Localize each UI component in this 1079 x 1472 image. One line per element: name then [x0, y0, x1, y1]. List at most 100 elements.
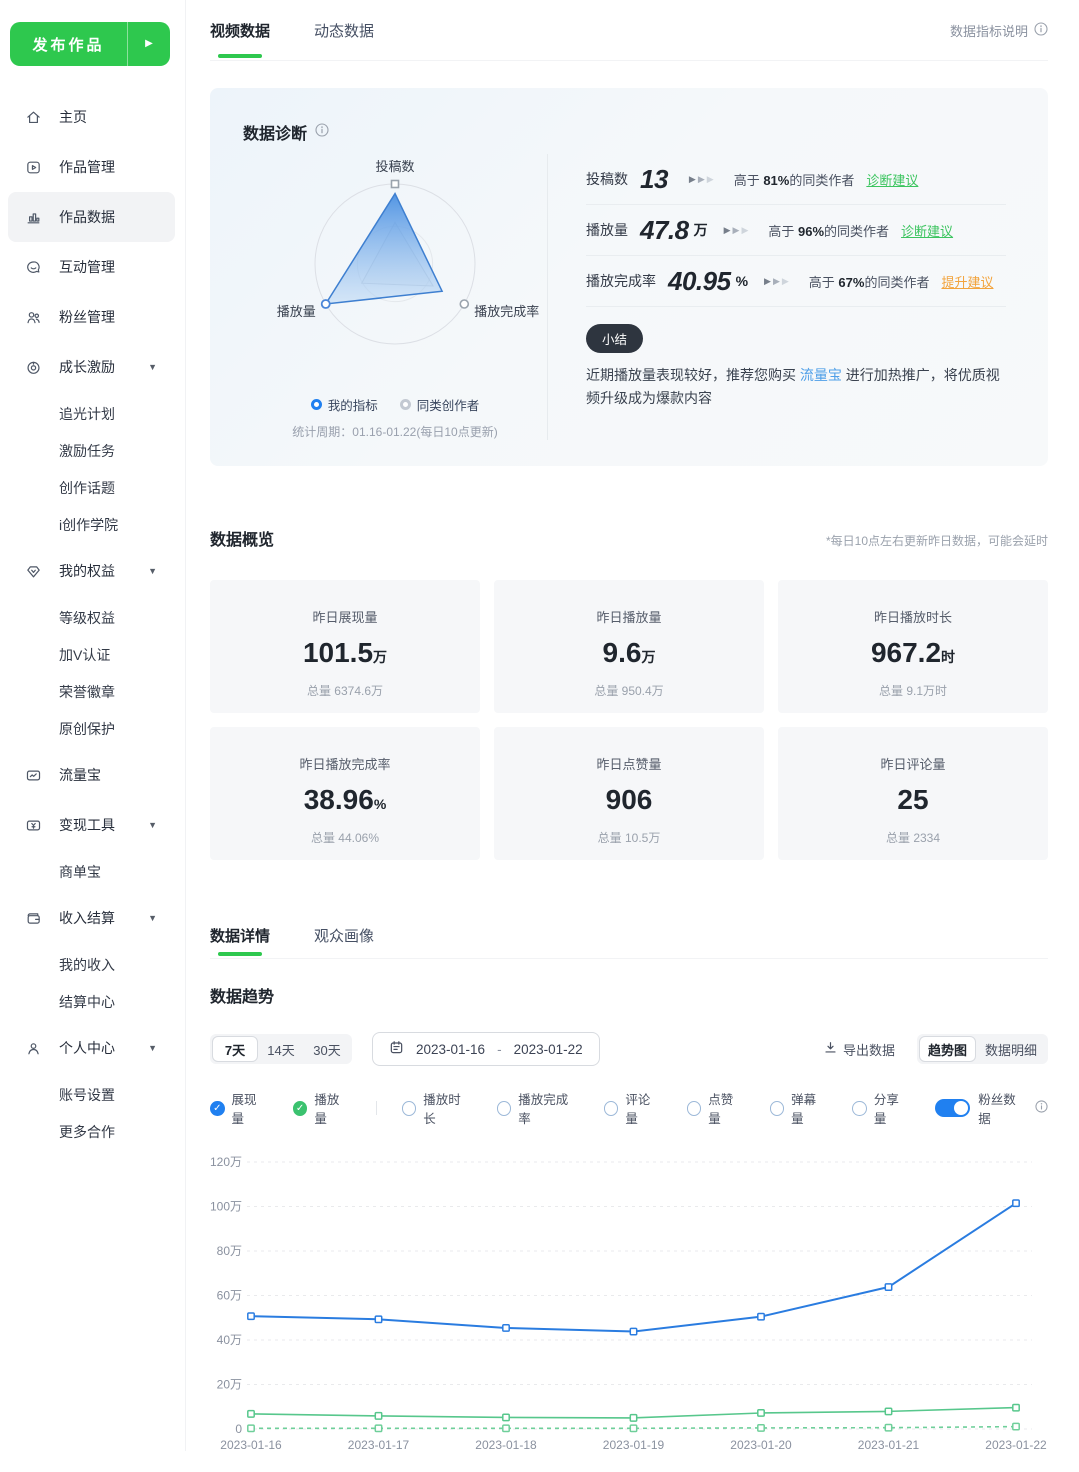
sidebar-item-creation-topic[interactable]: 创作话题 [0, 469, 185, 506]
range-30d-button[interactable]: 30天 [304, 1036, 350, 1062]
fans-data-toggle[interactable] [935, 1099, 971, 1117]
radar-legend: 我的指标 同类创作者 [243, 395, 547, 414]
checked-circle-icon[interactable]: ✓ [210, 1100, 225, 1116]
tab-dynamic-data[interactable]: 动态数据 [314, 0, 374, 60]
sidebar-item-home[interactable]: 主页 [0, 92, 185, 142]
trend-line-chart[interactable]: 0 20万 40万 60万 80万 100万 120万 2023-01-16 2023-01-1… [210, 1147, 1048, 1467]
info-icon[interactable] [315, 122, 329, 142]
range-7d-button[interactable]: 7天 [212, 1036, 258, 1062]
metric-advice-link[interactable]: 诊断建议 [901, 223, 954, 239]
metric-filter-7[interactable]: 弹幕量 [769, 1089, 828, 1127]
legend-my-metrics[interactable]: 我的指标 [310, 395, 378, 414]
publish-button[interactable]: 发布作品 ▶ [10, 22, 170, 66]
stat-card[interactable]: 昨日展现量 101.5万 总量 6374.6万 [210, 580, 480, 713]
sidebar-item-interact-manage[interactable]: 互动管理 [0, 242, 185, 292]
metric-compare-text: 高于 81%的同类作者 [733, 172, 855, 188]
stat-card[interactable]: 昨日点赞量 906 总量 10.5万 [494, 727, 764, 860]
tab-audience-profile[interactable]: 观众画像 [314, 912, 374, 958]
svg-text:投稿数: 投稿数 [375, 160, 414, 174]
metric-advice-link[interactable]: 提升建议 [941, 274, 994, 290]
sidebar-item-creation-academy[interactable]: i创作学院 [0, 506, 185, 543]
metric-filter-5[interactable]: 评论量 [603, 1089, 662, 1127]
metric-filter-4[interactable]: 播放完成率 [496, 1089, 579, 1127]
chevron-down-icon: ▼ [148, 820, 157, 830]
export-data-button[interactable]: 导出数据 [824, 1040, 895, 1059]
stat-card[interactable]: 昨日评论量 25 总量 2334 [778, 727, 1048, 860]
unchecked-circle-icon[interactable] [603, 1100, 619, 1116]
summary-text-post: 进行加热推广，将优质视频升级成为爆款内容 [586, 367, 1000, 407]
stat-card[interactable]: 昨日播放时长 967.2时 总量 9.1万时 [778, 580, 1048, 713]
info-icon[interactable] [1035, 1100, 1048, 1116]
range-14d-button[interactable]: 14天 [258, 1036, 304, 1062]
unchecked-circle-icon[interactable] [852, 1100, 867, 1116]
sidebar-item-works-data[interactable]: 作品数据 [8, 192, 175, 242]
data-diagnosis-card: 数据诊断 投稿数 播放量 播放完成率 我的指标 同类创作者 统计周期：01.16-0… [210, 88, 1048, 466]
unchecked-circle-icon[interactable] [686, 1100, 702, 1116]
view-trend-chart-button[interactable]: 趋势图 [918, 1036, 976, 1062]
metric-help-label: 数据指标说明 [949, 23, 1028, 39]
metric-filter-8[interactable]: 分享量 [852, 1089, 910, 1127]
sidebar-item-my-rights[interactable]: 我的权益 ▼ [0, 546, 185, 596]
metric-filter-label: 点赞量 [708, 1093, 734, 1126]
sidebar: 发布作品 ▶ 主页 作品管理 作品数据 互动管理粉丝管理成长激励 ▼ 追光计划激励任务 创作… [0, 0, 186, 1451]
metric-filter-1[interactable]: ✓ 展现量 [210, 1089, 268, 1127]
tab-video-data[interactable]: 视频数据 [210, 0, 270, 60]
sidebar-item-personal-center[interactable]: 个人中心 ▼ [0, 1023, 185, 1073]
traffic-bao-link[interactable]: 流量宝 [799, 367, 842, 383]
unchecked-circle-icon[interactable] [401, 1100, 417, 1116]
legend-similar-creators-label: 同类创作者 [416, 399, 480, 413]
sidebar-item-honor-badge[interactable]: 荣誉徽章 [0, 673, 185, 710]
stat-card-value: 967.2时 [870, 637, 956, 668]
diagnosis-title: 数据诊断 [243, 120, 1048, 144]
sidebar-item-label: 我的权益 [59, 563, 115, 579]
metric-filter-2[interactable]: ✓ 播放量 [292, 1089, 351, 1127]
metric-filter-3[interactable]: 播放时长 [401, 1089, 472, 1127]
publish-dropdown-icon[interactable]: ▶ [145, 38, 153, 49]
sidebar-item-my-income[interactable]: 我的收入 [0, 946, 185, 983]
sidebar-item-fans-manage[interactable]: 粉丝管理 [0, 292, 185, 342]
trend-chart-panel: 0 20万 40万 60万 80万 100万 120万 2023-01-16 2023-01-1… [210, 1147, 1048, 1472]
sidebar-item-label: 追光计划 [59, 405, 115, 422]
metric-compare-text: 高于 96%的同类作者 [768, 223, 890, 239]
date-range-picker[interactable]: 2023-01-16 - 2023-01-22 [372, 1032, 600, 1066]
publish-button-divider [127, 22, 128, 66]
stat-card[interactable]: 昨日播放完成率 38.96% 总量 44.06% [210, 727, 480, 860]
metric-filter-6[interactable]: 点赞量 [686, 1089, 745, 1127]
sidebar-item-chasing-light-plan[interactable]: 追光计划 [0, 395, 185, 432]
sidebar-item-incentive-task[interactable]: 激励任务 [0, 432, 185, 469]
sidebar-item-label: 粉丝管理 [59, 309, 115, 325]
detail-tab-bar: 数据详情 观众画像 [210, 912, 1048, 959]
card-icon [25, 767, 42, 784]
metric-advice-link[interactable]: 诊断建议 [866, 172, 919, 188]
legend-similar-creators[interactable]: 同类创作者 [399, 395, 480, 414]
stat-card-total: 总量 9.1万时 [878, 684, 948, 698]
unchecked-circle-icon[interactable] [496, 1100, 512, 1116]
sidebar-item-shangdan-bao[interactable]: 商单宝 [0, 853, 185, 890]
sidebar-item-settle-center[interactable]: 结算中心 [0, 983, 185, 1020]
sidebar-item-monetize-tools[interactable]: 变现工具 ▼ [0, 800, 185, 850]
metric-help-link[interactable]: 数据指标说明 [950, 21, 1048, 40]
stat-card-value: 25 [897, 784, 929, 815]
tab-data-detail[interactable]: 数据详情 [210, 912, 270, 958]
sidebar-item-works-manage[interactable]: 作品管理 [0, 142, 185, 192]
sidebar-item-traffic-bao[interactable]: 流量宝 [0, 750, 185, 800]
metric-value: 13 [640, 163, 668, 194]
unchecked-circle-icon[interactable] [769, 1100, 785, 1116]
sidebar-item-label: 我的收入 [59, 956, 115, 973]
checked-circle-icon[interactable]: ✓ [292, 1100, 308, 1116]
sidebar-item-v-verify[interactable]: 加V认证 [0, 636, 185, 673]
sidebar-item-label: 加V认证 [59, 646, 111, 663]
sidebar-item-account-settings[interactable]: 账号设置 [0, 1076, 185, 1113]
sidebar-item-growth-incentive[interactable]: 成长激励 ▼ [0, 342, 185, 392]
sidebar-item-original-protect[interactable]: 原创保护 [0, 710, 185, 747]
radar-period-note: 统计周期：01.16-01.22(每日10点更新) [292, 425, 498, 439]
stat-card[interactable]: 昨日播放量 9.6万 总量 950.4万 [494, 580, 764, 713]
sidebar-item-level-rights[interactable]: 等级权益 [0, 599, 185, 636]
sidebar-item-more-cooperation[interactable]: 更多合作 [0, 1113, 185, 1150]
view-data-table-button[interactable]: 数据明细 [976, 1036, 1046, 1062]
x-axis-tick: 2023-01-18 [475, 1438, 537, 1452]
sidebar-item-label: 更多合作 [59, 1123, 115, 1140]
sidebar-item-income-settle[interactable]: 收入结算 ▼ [0, 893, 185, 943]
x-axis-tick: 2023-01-21 [858, 1438, 920, 1452]
